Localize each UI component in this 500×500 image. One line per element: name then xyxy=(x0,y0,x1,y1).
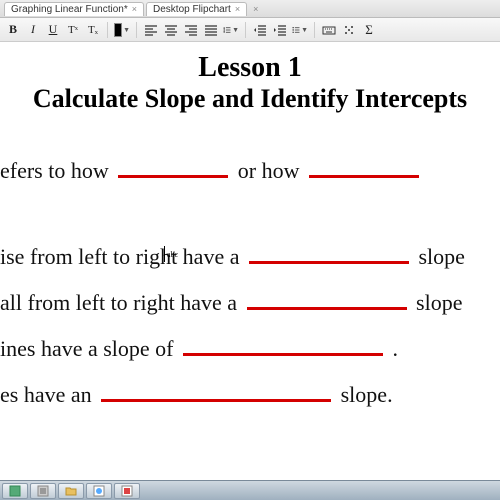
taskbar-app-3[interactable] xyxy=(58,483,84,499)
taskbar-app-2[interactable] xyxy=(30,483,56,499)
keyboard-icon xyxy=(322,23,336,37)
text-fragment: es have an xyxy=(0,382,97,407)
separator xyxy=(314,22,315,38)
symbol-icon xyxy=(342,23,356,37)
cursor-hint-label: abc xyxy=(167,250,178,259)
subscript-button[interactable]: Tₓ xyxy=(84,21,102,39)
align-right-icon xyxy=(184,23,198,37)
color-swatch-icon xyxy=(114,23,122,37)
keyboard-button[interactable] xyxy=(320,21,338,39)
formatting-toolbar: B I U Tˣ Tₓ ▼ ▼ xyxy=(0,18,500,42)
content-line-3: all from left to right have a slope xyxy=(0,284,500,322)
close-icon[interactable]: × xyxy=(132,4,137,14)
line-spacing-icon xyxy=(223,23,231,37)
align-center-icon xyxy=(164,23,178,37)
blank-field[interactable] xyxy=(101,382,331,402)
tab-bar: Graphing Linear Function* × Desktop Flip… xyxy=(0,0,500,18)
italic-button[interactable]: I xyxy=(24,21,42,39)
bullet-list-button[interactable]: ▼ xyxy=(291,21,309,39)
text-fragment: ise from left to right have a xyxy=(0,244,245,269)
tab-label: Graphing Linear Function* xyxy=(11,4,128,15)
taskbar xyxy=(0,480,500,500)
blank-field[interactable] xyxy=(247,290,407,310)
separator xyxy=(136,22,137,38)
underline-button[interactable]: U xyxy=(44,21,62,39)
tab-desktop-flipchart[interactable]: Desktop Flipchart × xyxy=(146,2,247,16)
bullet-list-icon xyxy=(292,23,300,37)
separator xyxy=(245,22,246,38)
app-icon xyxy=(92,484,106,498)
content-line-2: ise from left to right have a slope xyxy=(0,238,500,276)
blank-field[interactable] xyxy=(183,336,383,356)
caret-icon xyxy=(164,246,165,262)
text-fragment: . xyxy=(393,336,399,361)
outdent-icon xyxy=(253,23,267,37)
decrease-indent-button[interactable] xyxy=(251,21,269,39)
folder-icon xyxy=(64,484,78,498)
text-fragment: or how xyxy=(238,158,305,183)
chevron-down-icon: ▼ xyxy=(123,26,130,34)
content-line-5: es have an slope. xyxy=(0,376,500,414)
content-line-4: ines have a slope of . xyxy=(0,330,500,368)
text-color-button[interactable]: ▼ xyxy=(113,21,131,39)
justify-icon xyxy=(204,23,218,37)
blank-field[interactable] xyxy=(118,158,228,178)
text-fragment: ines have a slope of xyxy=(0,336,179,361)
app-icon xyxy=(120,484,134,498)
indent-icon xyxy=(273,23,287,37)
symbol-button[interactable] xyxy=(340,21,358,39)
superscript-button[interactable]: Tˣ xyxy=(64,21,82,39)
text-fragment: slope. xyxy=(341,382,393,407)
document-page[interactable]: Lesson 1 Calculate Slope and Identify In… xyxy=(0,42,500,480)
text-fragment: slope xyxy=(418,244,464,269)
tab-label: Desktop Flipchart xyxy=(153,4,231,15)
blank-field[interactable] xyxy=(309,158,419,178)
tab-graphing[interactable]: Graphing Linear Function* × xyxy=(4,2,144,16)
separator xyxy=(107,22,108,38)
justify-button[interactable] xyxy=(202,21,220,39)
content-line-1: efers to how or how xyxy=(0,152,500,190)
lesson-subtitle: Calculate Slope and Identify Intercepts xyxy=(0,84,500,114)
chevron-down-icon: ▼ xyxy=(232,26,239,34)
align-right-button[interactable] xyxy=(182,21,200,39)
align-center-button[interactable] xyxy=(162,21,180,39)
add-tab-icon[interactable]: × xyxy=(253,4,258,14)
align-left-button[interactable] xyxy=(142,21,160,39)
line-spacing-button[interactable]: ▼ xyxy=(222,21,240,39)
increase-indent-button[interactable] xyxy=(271,21,289,39)
text-fragment: slope xyxy=(416,290,462,315)
equation-button[interactable]: Σ xyxy=(360,21,378,39)
close-icon[interactable]: × xyxy=(235,4,240,14)
taskbar-app-4[interactable] xyxy=(86,483,112,499)
taskbar-app-1[interactable] xyxy=(2,483,28,499)
text-fragment: efers to how xyxy=(0,158,114,183)
chevron-down-icon: ▼ xyxy=(301,26,308,34)
text-cursor: abc xyxy=(164,246,178,262)
align-left-icon xyxy=(144,23,158,37)
app-icon xyxy=(36,484,50,498)
app-icon xyxy=(8,484,22,498)
text-fragment: all from left to right have a xyxy=(0,290,243,315)
bold-button[interactable]: B xyxy=(4,21,22,39)
lesson-title: Lesson 1 xyxy=(0,52,500,84)
taskbar-app-5[interactable] xyxy=(114,483,140,499)
blank-field[interactable] xyxy=(249,244,409,264)
